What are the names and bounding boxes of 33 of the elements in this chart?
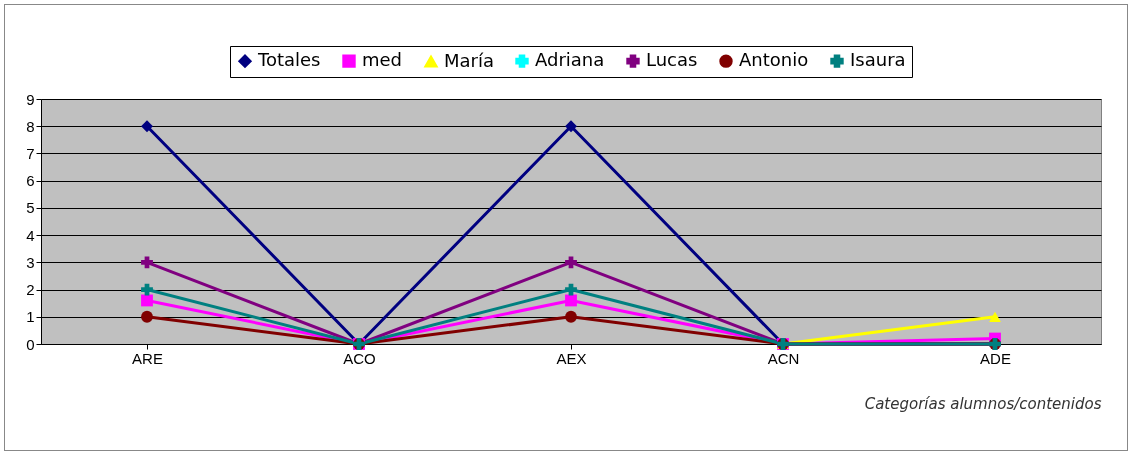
y-tick-label: 2 [26,281,35,299]
legend-label: Lucas [646,49,698,71]
point [141,120,153,133]
legend-label: María [444,49,494,71]
point [565,294,577,307]
point [565,256,577,269]
x-tick-label: ACN [767,349,800,367]
point [141,283,153,296]
y-tick-label: 3 [26,253,35,271]
y-tick-label: 7 [26,144,35,162]
legend-label: Antonio [739,49,809,71]
x-tick-label: ACO [343,349,376,367]
y-tick-label: 1 [26,308,35,326]
point [141,256,153,269]
x-axis-title: Categorías alumnos/contenidos [864,394,1102,413]
x-tick-label: ADE [980,349,1011,367]
point [565,283,577,296]
legend-label: Adriana [535,49,605,71]
legend-label: Isaura [850,49,906,71]
y-tick-label: 4 [26,226,35,244]
legend-label: Totales [257,49,321,71]
y-tick-label: 5 [26,199,35,217]
y-tick-label: 0 [26,335,35,353]
x-tick-label: ARE [132,349,163,367]
x-tick-label: AEX [556,349,587,367]
point [565,120,577,133]
y-tick-label: 8 [26,117,35,135]
y-tick-label: 6 [26,172,35,190]
y-tick-label: 9 [26,90,35,108]
legend-label: med [362,49,403,71]
point [565,310,577,323]
point [141,294,153,307]
point [141,310,153,323]
